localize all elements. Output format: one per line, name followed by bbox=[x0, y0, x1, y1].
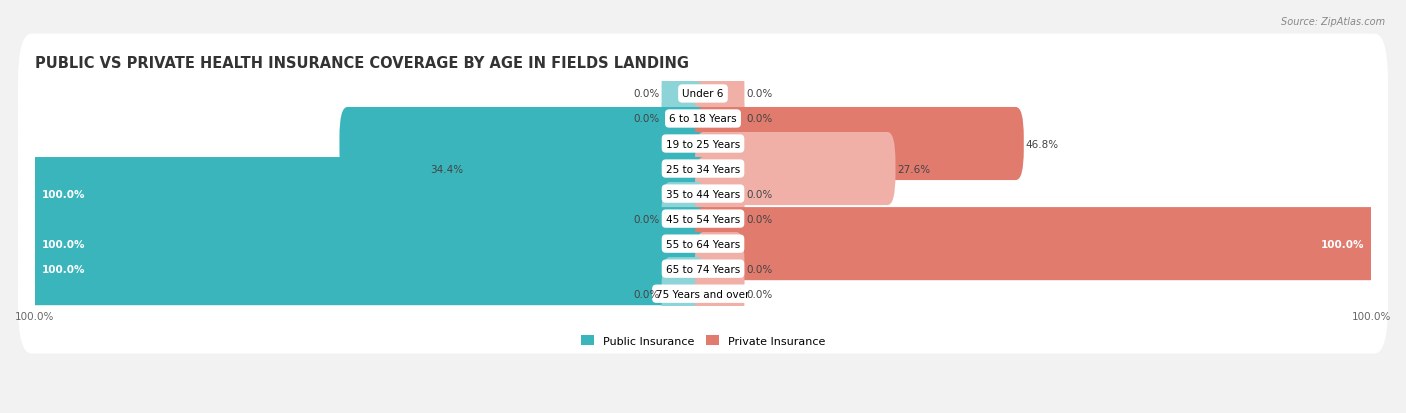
FancyBboxPatch shape bbox=[662, 258, 711, 330]
FancyBboxPatch shape bbox=[695, 58, 744, 131]
FancyBboxPatch shape bbox=[18, 159, 1388, 279]
FancyBboxPatch shape bbox=[27, 233, 711, 306]
FancyBboxPatch shape bbox=[662, 183, 711, 256]
Text: 0.0%: 0.0% bbox=[747, 189, 773, 199]
FancyBboxPatch shape bbox=[465, 133, 711, 206]
FancyBboxPatch shape bbox=[662, 83, 711, 156]
Text: 0.0%: 0.0% bbox=[633, 289, 659, 299]
Text: Under 6: Under 6 bbox=[682, 89, 724, 99]
Text: 65 to 74 Years: 65 to 74 Years bbox=[666, 264, 740, 274]
Text: Source: ZipAtlas.com: Source: ZipAtlas.com bbox=[1281, 17, 1385, 26]
Text: 35 to 44 Years: 35 to 44 Years bbox=[666, 189, 740, 199]
FancyBboxPatch shape bbox=[18, 184, 1388, 304]
FancyBboxPatch shape bbox=[18, 234, 1388, 354]
Text: 100.0%: 100.0% bbox=[41, 189, 84, 199]
FancyBboxPatch shape bbox=[662, 58, 711, 131]
Text: 0.0%: 0.0% bbox=[747, 264, 773, 274]
FancyBboxPatch shape bbox=[18, 209, 1388, 329]
Text: 100.0%: 100.0% bbox=[41, 264, 84, 274]
Legend: Public Insurance, Private Insurance: Public Insurance, Private Insurance bbox=[576, 331, 830, 350]
Text: 75 Years and over: 75 Years and over bbox=[657, 289, 749, 299]
Text: PUBLIC VS PRIVATE HEALTH INSURANCE COVERAGE BY AGE IN FIELDS LANDING: PUBLIC VS PRIVATE HEALTH INSURANCE COVER… bbox=[35, 56, 689, 71]
Text: 55 to 64 Years: 55 to 64 Years bbox=[666, 239, 740, 249]
FancyBboxPatch shape bbox=[695, 208, 1379, 280]
FancyBboxPatch shape bbox=[27, 208, 711, 280]
Text: 0.0%: 0.0% bbox=[747, 214, 773, 224]
Text: 0.0%: 0.0% bbox=[747, 89, 773, 99]
FancyBboxPatch shape bbox=[695, 108, 1024, 180]
Text: 53.2%: 53.2% bbox=[41, 139, 77, 149]
FancyBboxPatch shape bbox=[695, 233, 744, 306]
Text: 46.8%: 46.8% bbox=[1026, 139, 1059, 149]
Text: 27.6%: 27.6% bbox=[897, 164, 931, 174]
FancyBboxPatch shape bbox=[695, 133, 896, 206]
FancyBboxPatch shape bbox=[339, 108, 711, 180]
FancyBboxPatch shape bbox=[18, 109, 1388, 229]
Text: 25 to 34 Years: 25 to 34 Years bbox=[666, 164, 740, 174]
Text: 34.4%: 34.4% bbox=[430, 164, 463, 174]
FancyBboxPatch shape bbox=[695, 183, 744, 256]
FancyBboxPatch shape bbox=[18, 35, 1388, 154]
FancyBboxPatch shape bbox=[18, 85, 1388, 204]
Text: 6 to 18 Years: 6 to 18 Years bbox=[669, 114, 737, 124]
FancyBboxPatch shape bbox=[695, 158, 744, 230]
FancyBboxPatch shape bbox=[695, 258, 744, 330]
Text: 0.0%: 0.0% bbox=[747, 114, 773, 124]
Text: 0.0%: 0.0% bbox=[747, 289, 773, 299]
Text: 19 to 25 Years: 19 to 25 Years bbox=[666, 139, 740, 149]
FancyBboxPatch shape bbox=[27, 158, 711, 230]
Text: 0.0%: 0.0% bbox=[633, 214, 659, 224]
Text: 0.0%: 0.0% bbox=[633, 89, 659, 99]
FancyBboxPatch shape bbox=[18, 59, 1388, 179]
FancyBboxPatch shape bbox=[18, 135, 1388, 254]
Text: 0.0%: 0.0% bbox=[633, 114, 659, 124]
FancyBboxPatch shape bbox=[695, 83, 744, 156]
Text: 100.0%: 100.0% bbox=[41, 239, 84, 249]
Text: 45 to 54 Years: 45 to 54 Years bbox=[666, 214, 740, 224]
Text: 100.0%: 100.0% bbox=[1322, 239, 1365, 249]
